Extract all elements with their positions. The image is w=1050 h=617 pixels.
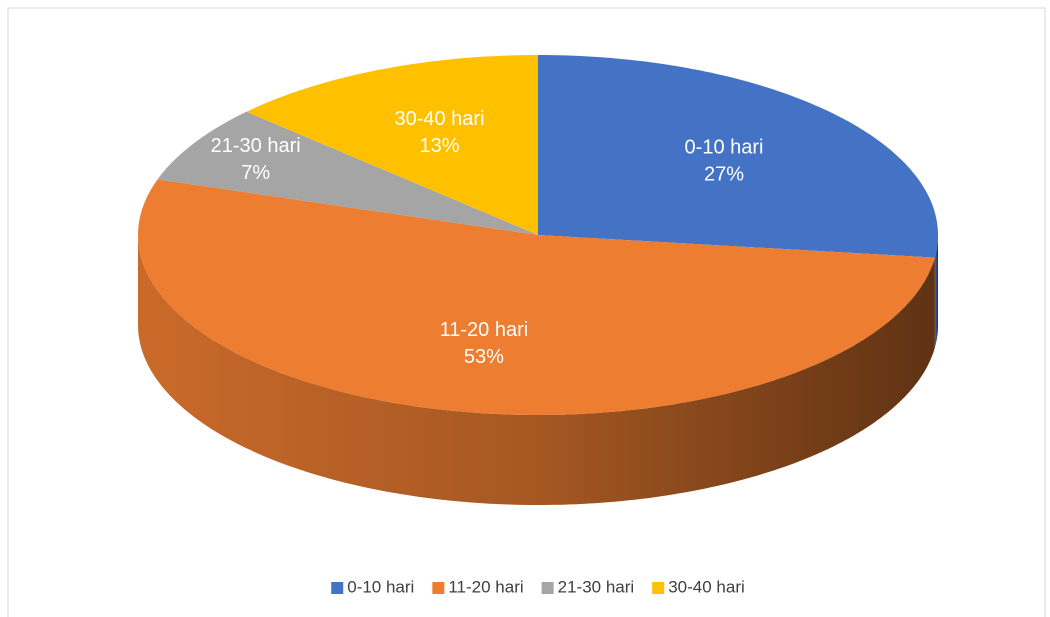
slice-label: 11-20 hari [440, 319, 529, 341]
legend-swatch [432, 582, 445, 594]
legend-swatch [541, 582, 554, 594]
legend-label: 21-30 hari [558, 577, 635, 596]
legend: 0-10 hari 11-20 hari 21-30 hari 30-40 hari [331, 577, 745, 596]
slice [246, 55, 538, 235]
slice-side-shade [934, 235, 938, 348]
slice-side-shade [138, 235, 935, 505]
slice-value-label: 7% [241, 162, 270, 184]
slice-label: 0-10 hari [685, 136, 764, 158]
legend-swatch [331, 582, 344, 594]
legend-label: 11-20 hari [448, 577, 523, 596]
chart-frame [7, 7, 1046, 617]
slice [538, 55, 938, 258]
legend-label: 30-40 hari [668, 577, 745, 596]
slice [138, 179, 935, 415]
slice-value-label: 13% [419, 135, 459, 157]
legend-swatch [652, 582, 665, 594]
slice-value-label: 27% [704, 163, 744, 185]
legend-label: 0-10 hari [347, 577, 414, 596]
slice [157, 111, 538, 235]
slice-value-label: 53% [464, 346, 504, 368]
slice-label: 21-30 hari [211, 135, 301, 157]
slice-label: 30-40 hari [394, 108, 484, 130]
